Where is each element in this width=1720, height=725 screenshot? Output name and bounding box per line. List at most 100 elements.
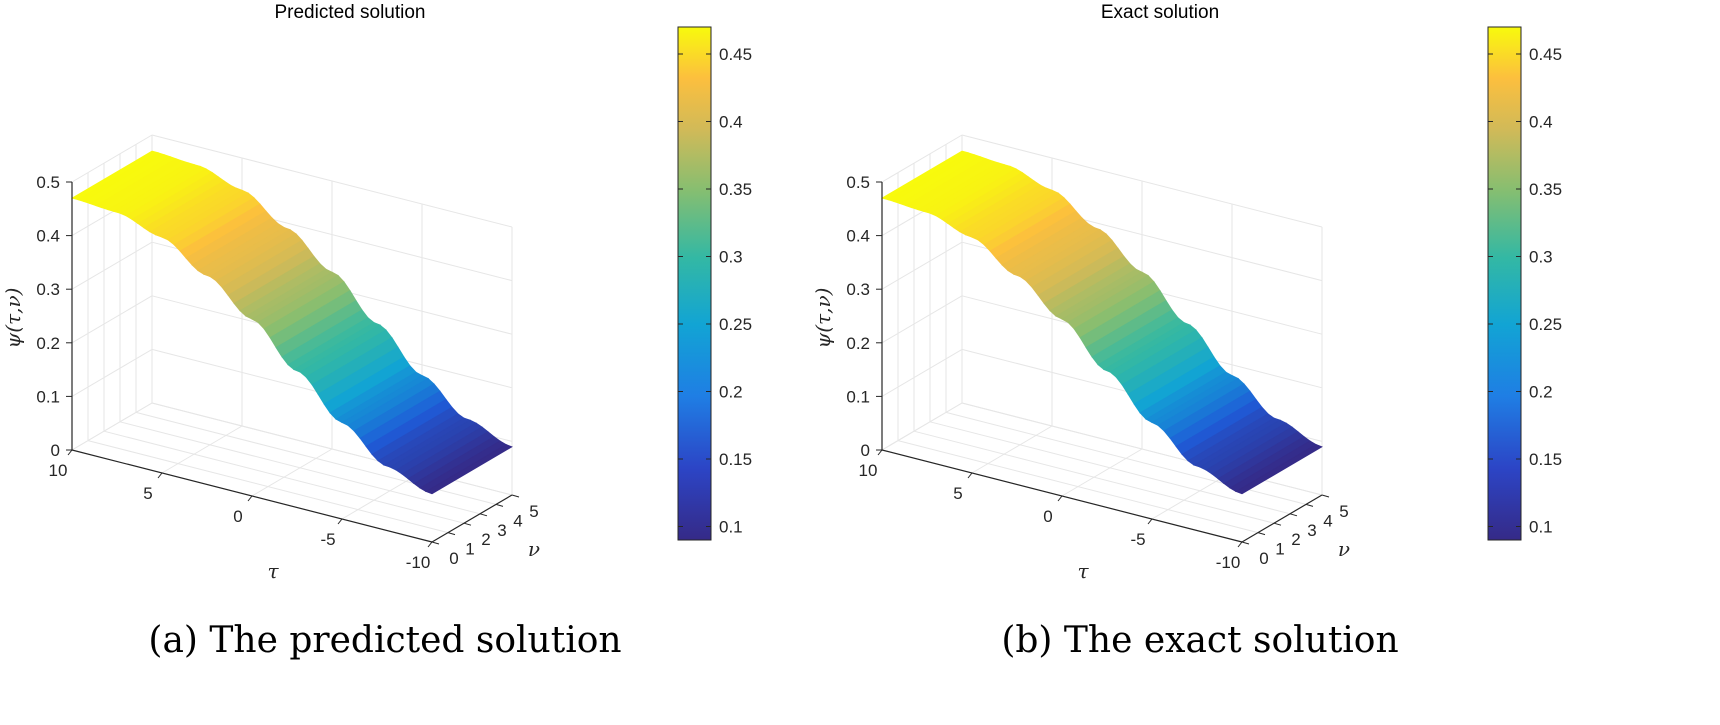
nu-tick-mark	[511, 494, 520, 498]
floor-grid-line	[103, 430, 465, 524]
tau-tick-mark	[427, 541, 433, 548]
tau-tick-mark	[1147, 518, 1153, 525]
z-tick-label: 0.4	[36, 227, 60, 246]
tau-tick-label: 0	[1043, 507, 1052, 526]
wall-grid-line	[151, 134, 513, 228]
z-tick-label: 0.4	[846, 227, 870, 246]
nu-tick-label: 2	[481, 530, 490, 549]
side-wall-grid-line	[881, 402, 963, 451]
side-wall-grid-line	[71, 402, 153, 451]
side-wall-grid-line	[881, 348, 963, 397]
tau-tick-mark	[337, 518, 343, 525]
tau-tick-label: 10	[49, 461, 68, 480]
nu-tick-label: 0	[449, 549, 458, 568]
tau-tick-label: 5	[143, 484, 152, 503]
tau-tick-mark	[67, 449, 73, 456]
z-tick-label: 0.5	[36, 173, 60, 192]
colorbar-tick-label: 0.4	[719, 113, 743, 132]
colorbar-tick-label: 0.15	[719, 450, 752, 469]
nu-tick-mark	[1273, 522, 1282, 526]
colorbar-tick-label: 0.45	[719, 45, 752, 64]
tau-tick-label: 0	[233, 507, 242, 526]
floor-grid-line	[1061, 448, 1143, 497]
colorbar-tick-label: 0.3	[719, 248, 743, 267]
nu-tick-label: 3	[497, 521, 506, 540]
side-wall-grid-line	[881, 295, 963, 344]
tau-axis-label: τ	[1077, 559, 1089, 583]
colorbar-tick-label: 0.35	[1529, 180, 1562, 199]
nu-tick-label: 1	[465, 540, 474, 559]
z-tick-label: 0.3	[846, 280, 870, 299]
floor-grid-line	[913, 430, 1275, 524]
nu-tick-mark	[495, 503, 504, 507]
tau-tick-label: 10	[859, 461, 878, 480]
tau-tick-mark	[157, 472, 163, 479]
z-tick-label: 0	[51, 441, 60, 460]
floor-grid-line	[251, 448, 333, 497]
psi-axis-label: ψ(τ,ν)	[1, 288, 25, 349]
side-wall-grid-line	[881, 134, 963, 183]
figure-caption: (b) The exact solution	[1001, 620, 1398, 661]
colorbar-tick-label: 0.45	[1529, 45, 1562, 64]
nu-tick-mark	[431, 541, 440, 545]
nu-axis-line	[1241, 494, 1323, 543]
z-tick-label: 0.1	[36, 387, 60, 406]
nu-tick-label: 5	[1339, 502, 1348, 521]
floor-grid-line	[897, 440, 1259, 534]
tau-axis-label: τ	[267, 559, 279, 583]
colorbar	[1487, 26, 1522, 541]
wall-grid-line	[961, 134, 1323, 228]
nu-tick-label: 1	[1275, 540, 1284, 559]
nu-tick-mark	[463, 522, 472, 526]
figure-caption: (a) The predicted solution	[148, 620, 621, 661]
tau-tick-label: -10	[1216, 553, 1241, 572]
nu-tick-label: 4	[513, 511, 522, 530]
colorbar-tick-label: 0.35	[719, 180, 752, 199]
colorbar	[677, 26, 712, 541]
z-tick-label: 0.2	[36, 334, 60, 353]
side-wall-grid-line	[71, 348, 153, 397]
z-tick-label: 0.3	[36, 280, 60, 299]
colorbar-tick-label: 0.1	[1529, 518, 1553, 537]
z-tick-label: 0	[861, 441, 870, 460]
colorbar-tick-label: 0.4	[1529, 113, 1553, 132]
surface-strip	[425, 444, 513, 495]
tau-tick-mark	[1057, 495, 1063, 502]
nu-tick-mark	[1257, 532, 1266, 536]
side-wall-grid-line	[881, 241, 963, 290]
floor-grid-line	[87, 440, 449, 534]
colorbar-tick-label: 0.25	[719, 315, 752, 334]
nu-tick-label: 5	[529, 502, 538, 521]
floor-grid-line	[161, 425, 243, 474]
psi-axis-label: ψ(τ,ν)	[811, 288, 835, 349]
nu-tick-mark	[447, 532, 456, 536]
tau-tick-mark	[1237, 541, 1243, 548]
tau-tick-label: 5	[953, 484, 962, 503]
tau-tick-label: -5	[1130, 530, 1145, 549]
nu-tick-mark	[1321, 494, 1330, 498]
colorbar-tick-label: 0.3	[1529, 248, 1553, 267]
tau-tick-mark	[967, 472, 973, 479]
nu-tick-mark	[479, 513, 488, 517]
tau-tick-mark	[877, 449, 883, 456]
floor-grid-line	[119, 421, 481, 515]
nu-tick-mark	[1305, 503, 1314, 507]
colorbar-tick-label: 0.25	[1529, 315, 1562, 334]
colorbar-tick-label: 0.2	[719, 383, 743, 402]
z-tick-label: 0.1	[846, 387, 870, 406]
nu-axis-line	[431, 494, 513, 543]
tau-tick-label: -10	[406, 553, 431, 572]
nu-tick-label: 0	[1259, 549, 1268, 568]
side-wall-grid-line	[71, 295, 153, 344]
z-tick-label: 0.2	[846, 334, 870, 353]
side-wall-grid-line	[71, 241, 153, 290]
nu-axis-label: ν	[528, 537, 540, 561]
colorbar-tick-label: 0.2	[1529, 383, 1553, 402]
floor-grid-line	[929, 421, 1291, 515]
side-wall-grid-line	[71, 134, 153, 183]
chart-title: Exact solution	[1101, 2, 1219, 23]
tau-tick-label: -5	[320, 530, 335, 549]
z-tick-label: 0.5	[846, 173, 870, 192]
